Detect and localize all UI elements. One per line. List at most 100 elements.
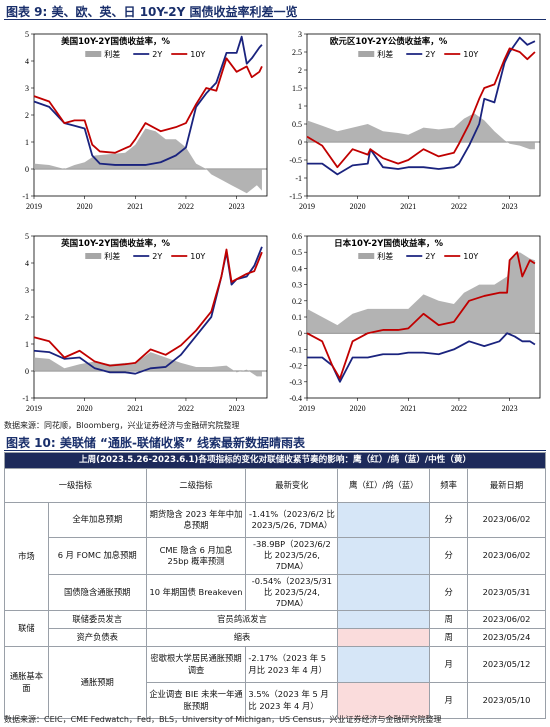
chart-title: 欧元区10Y-2Y公债收益率，% xyxy=(330,36,448,47)
cell-direction-hawk xyxy=(337,628,431,648)
y-tick-label: 2 xyxy=(298,66,302,75)
group-inflation: 通胀基本面 xyxy=(4,646,49,720)
source-note-1: 数据来源：同花顺，Bloomberg，兴业证券经济与金融研究院整理 xyxy=(4,421,240,430)
chart-svg: -1.5 -1 -0.5 0 0.5 1 1.5 2 2.5 3 2019 2020 2021 2022 2… xyxy=(289,30,541,211)
y-tick-label: 0.2 xyxy=(292,297,302,306)
group-fed: 联储 xyxy=(4,610,49,648)
y-tick-label: 2.5 xyxy=(292,48,302,57)
y-tick-label: 2 xyxy=(25,111,29,120)
cell-direction-dove xyxy=(337,646,431,684)
cell-frequency: 周 xyxy=(429,610,469,630)
legend-label: 利差 xyxy=(377,251,393,261)
y-tick-label: -1.5 xyxy=(289,192,302,201)
y-tick-label: -0.2 xyxy=(289,362,302,371)
chart-jp: -0.4 -0.3 -0.2 -0.1 0 0.1 0.2 0.3 0.4 0.5 0.6 2019 2… xyxy=(277,226,546,420)
series-2y-line xyxy=(307,332,536,383)
cell-l1: 联储委员发言 xyxy=(47,610,147,630)
y-tick-label: -0.1 xyxy=(289,345,302,354)
chart-svg: -1 0 1 2 3 4 5 2019 2020 2021 2022 2023 英国10Y-2Y国债收益… xyxy=(22,232,268,413)
y-tick-label: 2 xyxy=(25,313,29,322)
legend-label: 10Y xyxy=(463,252,478,261)
series-spread-area xyxy=(34,352,262,377)
cell-frequency: 分 xyxy=(429,573,469,612)
y-tick-label: 0 xyxy=(298,329,302,338)
cell-date: 2023/05/31 xyxy=(467,573,546,612)
figure9-title: 图表 9: 美、欧、英、日 10Y-2Y 国债收益率利差一览 xyxy=(6,3,544,20)
cell-l1: 6 月 FOMC 加息预期 xyxy=(47,537,147,575)
legend-label: 2Y xyxy=(425,252,435,261)
y-tick-label: -0.4 xyxy=(289,394,302,403)
x-tick-label: 2020 xyxy=(77,404,93,413)
legend-label: 2Y xyxy=(152,252,162,261)
legend-label: 2Y xyxy=(425,50,435,59)
y-tick-label: 4 xyxy=(25,259,29,268)
cell-date: 2023/05/10 xyxy=(467,682,546,720)
cell-l1: 资产负债表 xyxy=(47,628,147,648)
figure10-label: 图表 10: xyxy=(6,436,56,450)
x-tick-label: 2023 xyxy=(502,404,518,413)
y-tick-label: 1 xyxy=(298,102,302,111)
cell-direction-dove xyxy=(337,537,431,575)
cell-l2: 10 年期国债 Breakeven xyxy=(145,573,247,612)
table-row: 联储 联储委员发言 官员鸽派发言 周 2023/06/02 xyxy=(4,610,546,648)
x-tick-label: 2020 xyxy=(77,202,93,211)
group-market: 市场 xyxy=(4,501,49,612)
cell-l2: 密歇根大学居民通胀预期调查 xyxy=(145,646,247,684)
chart-eu: -1.5 -1 -0.5 0 0.5 1 1.5 2 2.5 3 2019 2020 2021 2022 2… xyxy=(277,24,546,218)
y-tick-label: 0 xyxy=(25,367,29,376)
series-10y-line xyxy=(306,47,536,169)
table-row: 企业调查 BIE 未来一年通胀预期 3.5%（2023 年 5 月比 2023 … xyxy=(5,682,546,720)
x-tick-label: 2022 xyxy=(178,404,194,413)
header-date: 最新日期 xyxy=(467,468,546,503)
y-tick-label: 0 xyxy=(25,165,29,174)
x-tick-label: 2023 xyxy=(502,202,518,211)
table-row: 资产负债表 缩表 周 2023/05/24 xyxy=(5,628,546,648)
figure10-title: 图表 10: 美联储 “通胀-联储收紧” 线索最新数据晴雨表 xyxy=(6,434,544,451)
legend-label: 利差 xyxy=(377,49,393,59)
y-tick-label: 5 xyxy=(25,232,29,241)
plot-frame xyxy=(306,33,541,197)
y-tick-label: 3 xyxy=(25,286,29,295)
x-tick-label: 2020 xyxy=(350,404,366,413)
table-row: 通胀基本面 通胀预期 密歇根大学居民通胀预期调查 -2.17%（2023 年 5… xyxy=(4,646,546,720)
cell-l1: 全年加息预期 xyxy=(47,502,147,538)
x-tick-label: 2019 xyxy=(299,202,315,211)
y-tick-label: 0.5 xyxy=(292,120,302,129)
y-tick-label: -1 xyxy=(22,394,29,403)
source-note-2: 数据来源：CEIC，CME Fedwatch，Fed，BLS，Universit… xyxy=(4,715,442,724)
chart-svg: -1 0 1 2 3 4 5 2019 2020 2021 2022 2023 美国10Y-2Y国债收益… xyxy=(22,30,268,211)
y-tick-label: -1 xyxy=(22,192,29,201)
cell-direction-hawk xyxy=(337,682,431,720)
cell-date: 2023/05/24 xyxy=(467,628,546,648)
x-tick-label: 2022 xyxy=(451,202,467,211)
x-tick-label: 2023 xyxy=(229,404,245,413)
chart-title: 日本10Y-2Y国债收益率，% xyxy=(334,238,443,249)
x-tick-label: 2021 xyxy=(400,202,416,211)
chart-uk: -1 0 1 2 3 4 5 2019 2020 2021 2022 2023 英国10Y-2Y国债收益… xyxy=(4,226,273,420)
legend-swatch-spread xyxy=(85,51,102,57)
y-tick-label: 0.6 xyxy=(292,232,302,241)
cell-frequency: 分 xyxy=(429,537,469,575)
cell-direction-dove xyxy=(337,573,431,612)
cell-change: -38.9BP（2023/6/2 比 2023/5/26, 7DMA） xyxy=(245,537,339,575)
x-tick-label: 2021 xyxy=(127,202,143,211)
cell-direction-dove xyxy=(337,610,431,630)
y-tick-label: 0 xyxy=(298,138,302,147)
series-10y-line xyxy=(306,251,536,380)
y-tick-label: 0.5 xyxy=(292,248,302,257)
legend-swatch-spread xyxy=(85,253,102,259)
cell-change: 缩表 xyxy=(145,628,339,648)
legend-label: 10Y xyxy=(190,50,205,59)
y-tick-label: -0.3 xyxy=(289,378,302,387)
figure9-rule xyxy=(4,19,546,20)
series-spread-area xyxy=(307,252,535,334)
table-banner: 上周(2023.5.26-2023.6.1)各项指标的变化对联储收紧节奏的影响：… xyxy=(4,452,546,469)
y-tick-label: 5 xyxy=(25,30,29,39)
y-tick-label: 1 xyxy=(25,138,29,147)
cell-l2: 期货隐含 2023 年年中加息预期 xyxy=(145,502,247,538)
series-spread-area xyxy=(34,128,262,194)
cell-frequency: 周 xyxy=(429,628,469,648)
figure9-label: 图表 9: xyxy=(6,5,48,19)
legend-label: 10Y xyxy=(190,252,205,261)
y-tick-label: 0.3 xyxy=(292,281,302,290)
